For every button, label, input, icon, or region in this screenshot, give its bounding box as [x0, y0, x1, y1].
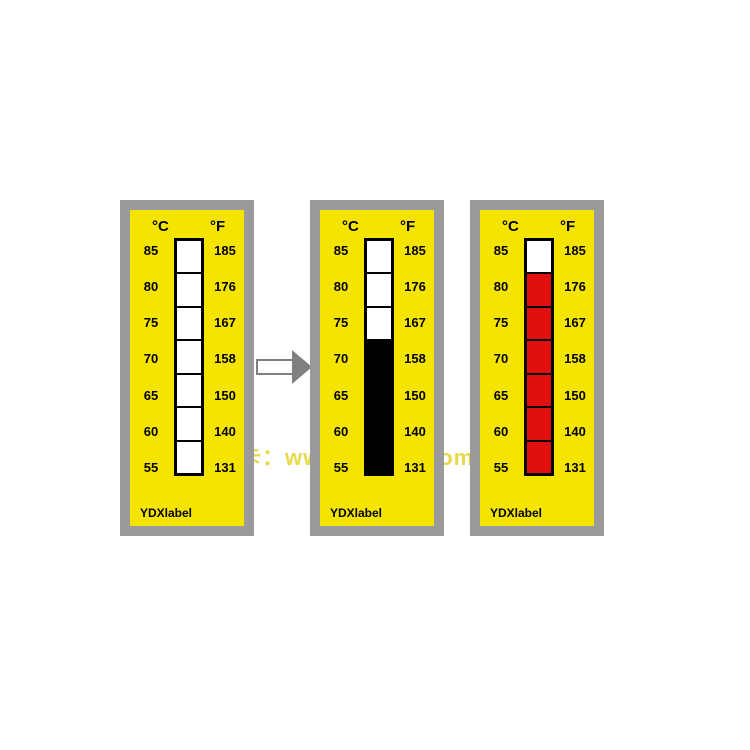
- celsius-value: 60: [136, 425, 166, 438]
- celsius-value: 70: [326, 352, 356, 365]
- label-face: °C °F 85 80 75 70 65 60 55 185 176 167 158 150 140 131 Y…: [320, 210, 434, 526]
- celsius-scale: 85 80 75 70 65 60 55: [326, 244, 356, 474]
- brand-label: YDXlabel: [140, 506, 192, 520]
- indicator-column: [364, 238, 394, 476]
- celsius-value: 70: [486, 352, 516, 365]
- fahrenheit-value: 140: [210, 425, 240, 438]
- temperature-label-card: °C °F 85 80 75 70 65 60 55 185 176 167 158 150 140 131 Y…: [310, 200, 444, 536]
- indicator-cell: [177, 241, 201, 272]
- indicator-cell: [177, 272, 201, 305]
- celsius-value: 80: [486, 280, 516, 293]
- fahrenheit-value: 158: [560, 352, 590, 365]
- indicator-column: [174, 238, 204, 476]
- celsius-value: 75: [486, 316, 516, 329]
- indicator-cell: [367, 373, 391, 406]
- arrow-shaft: [256, 359, 292, 375]
- indicator-cell: [527, 406, 551, 439]
- fahrenheit-value: 131: [400, 461, 430, 474]
- celsius-value: 70: [136, 352, 166, 365]
- indicator-cell: [177, 339, 201, 372]
- fahrenheit-unit: °F: [210, 218, 225, 235]
- celsius-value: 85: [136, 244, 166, 257]
- fahrenheit-unit: °F: [560, 218, 575, 235]
- celsius-value: 55: [136, 461, 166, 474]
- celsius-value: 85: [486, 244, 516, 257]
- fahrenheit-value: 131: [560, 461, 590, 474]
- celsius-value: 55: [486, 461, 516, 474]
- celsius-scale: 85 80 75 70 65 60 55: [486, 244, 516, 474]
- indicator-cell: [527, 373, 551, 406]
- label-face: °C °F 85 80 75 70 65 60 55 185 176 167 158 150 140 131 Y…: [480, 210, 594, 526]
- temperature-label-card: °C °F 85 80 75 70 65 60 55 185 176 167 158 150 140 131 Y…: [470, 200, 604, 536]
- fahrenheit-value: 150: [400, 389, 430, 402]
- fahrenheit-value: 185: [560, 244, 590, 257]
- celsius-unit: °C: [152, 218, 169, 235]
- fahrenheit-value: 150: [560, 389, 590, 402]
- fahrenheit-scale: 185 176 167 158 150 140 131: [400, 244, 430, 474]
- indicator-cell: [177, 306, 201, 339]
- celsius-value: 80: [326, 280, 356, 293]
- fahrenheit-value: 176: [560, 280, 590, 293]
- celsius-value: 75: [326, 316, 356, 329]
- indicator-cell: [367, 339, 391, 372]
- celsius-unit: °C: [502, 218, 519, 235]
- celsius-value: 80: [136, 280, 166, 293]
- fahrenheit-unit: °F: [400, 218, 415, 235]
- indicator-column: [524, 238, 554, 476]
- brand-label: YDXlabel: [330, 506, 382, 520]
- indicator-cell: [367, 306, 391, 339]
- fahrenheit-value: 185: [400, 244, 430, 257]
- indicator-cell: [367, 406, 391, 439]
- celsius-value: 65: [326, 389, 356, 402]
- indicator-cell: [527, 272, 551, 305]
- celsius-value: 75: [136, 316, 166, 329]
- indicator-cell: [177, 373, 201, 406]
- celsius-value: 65: [486, 389, 516, 402]
- celsius-scale: 85 80 75 70 65 60 55: [136, 244, 166, 474]
- celsius-value: 65: [136, 389, 166, 402]
- fahrenheit-value: 176: [210, 280, 240, 293]
- fahrenheit-scale: 185 176 167 158 150 140 131: [210, 244, 240, 474]
- indicator-cell: [367, 272, 391, 305]
- fahrenheit-value: 167: [400, 316, 430, 329]
- celsius-value: 85: [326, 244, 356, 257]
- celsius-unit: °C: [342, 218, 359, 235]
- fahrenheit-value: 150: [210, 389, 240, 402]
- indicator-cell: [367, 440, 391, 473]
- fahrenheit-value: 158: [400, 352, 430, 365]
- celsius-value: 55: [326, 461, 356, 474]
- brand-label: YDXlabel: [490, 506, 542, 520]
- fahrenheit-value: 140: [560, 425, 590, 438]
- indicator-cell: [177, 406, 201, 439]
- indicator-cell: [367, 241, 391, 272]
- fahrenheit-value: 176: [400, 280, 430, 293]
- label-face: °C °F 85 80 75 70 65 60 55 185 176 167 158 150 140 131 Y…: [130, 210, 244, 526]
- indicator-cell: [527, 241, 551, 272]
- fahrenheit-value: 158: [210, 352, 240, 365]
- fahrenheit-scale: 185 176 167 158 150 140 131: [560, 244, 590, 474]
- indicator-cell: [177, 440, 201, 473]
- progression-arrow: [256, 350, 312, 384]
- fahrenheit-value: 140: [400, 425, 430, 438]
- celsius-value: 60: [326, 425, 356, 438]
- indicator-cell: [527, 339, 551, 372]
- fahrenheit-value: 185: [210, 244, 240, 257]
- fahrenheit-value: 167: [560, 316, 590, 329]
- indicator-cell: [527, 440, 551, 473]
- indicator-cell: [527, 306, 551, 339]
- fahrenheit-value: 131: [210, 461, 240, 474]
- fahrenheit-value: 167: [210, 316, 240, 329]
- arrow-head-icon: [292, 350, 312, 384]
- temperature-label-card: °C °F 85 80 75 70 65 60 55 185 176 167 158 150 140 131 Y…: [120, 200, 254, 536]
- celsius-value: 60: [486, 425, 516, 438]
